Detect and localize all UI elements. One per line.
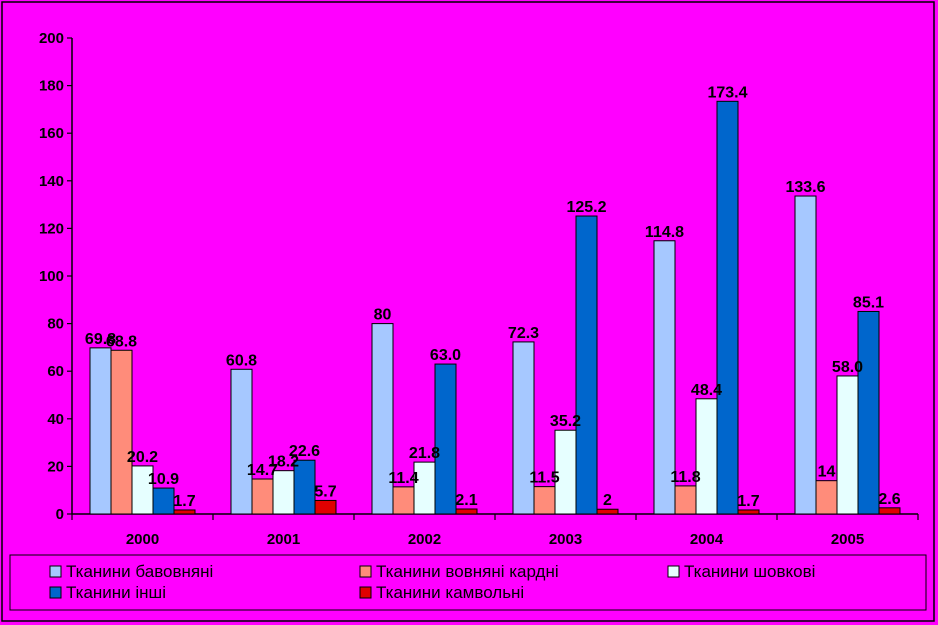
data-label: 80	[374, 307, 392, 324]
x-tick-label: 2000	[126, 531, 159, 548]
data-label: 18.2	[268, 454, 299, 471]
y-tick-label: 160	[39, 125, 64, 142]
data-label: 69.8	[85, 331, 116, 348]
x-tick-label: 2004	[690, 531, 724, 548]
data-label: 114.8	[645, 224, 684, 241]
data-label: 5.7	[314, 483, 336, 500]
bar	[512, 341, 535, 515]
bar	[110, 349, 133, 515]
y-tick-label: 120	[39, 220, 64, 237]
data-label: 48.4	[691, 382, 722, 399]
data-label: 133.6	[785, 179, 825, 196]
bar	[89, 347, 112, 515]
bar	[371, 323, 394, 515]
data-label: 2.6	[878, 491, 900, 508]
bar	[716, 100, 739, 515]
legend-swatch	[49, 586, 62, 599]
y-tick-label: 80	[47, 316, 64, 333]
data-label: 68.8	[106, 333, 137, 350]
legend-label: Тканини інші	[66, 583, 166, 602]
data-label: 2.1	[455, 492, 477, 509]
data-label: 35.2	[550, 413, 581, 430]
bar	[251, 478, 274, 515]
legend-label: Тканини бавовняні	[66, 562, 213, 581]
legend-label: Тканини шовкові	[684, 562, 815, 581]
bar	[836, 375, 859, 515]
data-label: 1.7	[173, 493, 195, 510]
data-label: 1.7	[737, 493, 759, 510]
bar	[173, 509, 196, 515]
bar	[293, 459, 316, 515]
data-labels: 69.8 60.8 80 72.3 114.8 133.6 68.8 14.7 11.4 11.5…	[85, 84, 901, 510]
data-label: 14.7	[247, 462, 278, 479]
y-tick-label: 20	[47, 458, 64, 475]
bar	[455, 508, 478, 515]
x-tick-label: 2005	[831, 531, 864, 548]
data-label: 72.3	[508, 325, 539, 342]
bar	[674, 485, 697, 515]
legend-label: Тканини камвольні	[376, 583, 524, 602]
y-tick-label: 0	[56, 506, 64, 523]
data-label: 58.0	[832, 359, 863, 376]
data-label: 20.2	[127, 449, 158, 466]
bar	[794, 195, 817, 515]
data-label: 22.6	[289, 443, 320, 460]
bar	[533, 486, 556, 515]
y-tick-label: 40	[47, 411, 64, 428]
x-tick-label: 2003	[549, 531, 582, 548]
data-label: 10.9	[148, 471, 179, 488]
legend-swatch	[359, 586, 372, 599]
data-label: 11.4	[388, 470, 418, 487]
bar	[596, 508, 619, 515]
bar	[815, 480, 838, 515]
bar	[230, 368, 253, 515]
data-label: 2	[603, 492, 612, 509]
bar	[653, 240, 676, 515]
bar	[857, 310, 880, 515]
x-axis: 2000 2001 2002 2003 2004 2005	[71, 513, 919, 548]
bar	[575, 215, 598, 515]
bars	[89, 100, 901, 515]
y-tick-label: 200	[39, 30, 64, 47]
legend-box	[9, 554, 927, 611]
bar	[434, 363, 457, 515]
x-tick-label: 2002	[408, 531, 441, 548]
bar	[878, 507, 901, 515]
legend: Тканини бавовняні Тканини вовняні кардні Т…	[9, 554, 927, 611]
data-label: 125.2	[566, 199, 606, 216]
legend-swatch	[667, 565, 680, 578]
data-label: 11.8	[670, 469, 700, 486]
bar	[695, 398, 718, 515]
y-tick-label: 180	[39, 78, 64, 95]
data-label: 63.0	[430, 347, 461, 364]
legend-swatch	[49, 565, 62, 578]
data-label: 14	[818, 464, 836, 481]
data-label: 21.8	[409, 445, 440, 462]
data-label: 85.1	[853, 294, 884, 311]
y-tick-label: 60	[47, 363, 64, 380]
bar	[737, 509, 760, 515]
data-label: 60.8	[226, 352, 257, 369]
legend-label: Тканини вовняні кардні	[376, 562, 559, 581]
y-axis: 0 20 40 60 80 100 120 140 160 180 200	[39, 30, 73, 523]
bar	[392, 486, 415, 515]
bar	[314, 499, 337, 515]
data-label: 11.5	[529, 470, 559, 487]
legend-swatch	[359, 565, 372, 578]
bar	[152, 487, 175, 515]
y-tick-label: 100	[39, 268, 64, 285]
y-tick-label: 140	[39, 173, 64, 190]
data-label: 173.4	[707, 84, 747, 101]
x-tick-label: 2001	[267, 531, 300, 548]
